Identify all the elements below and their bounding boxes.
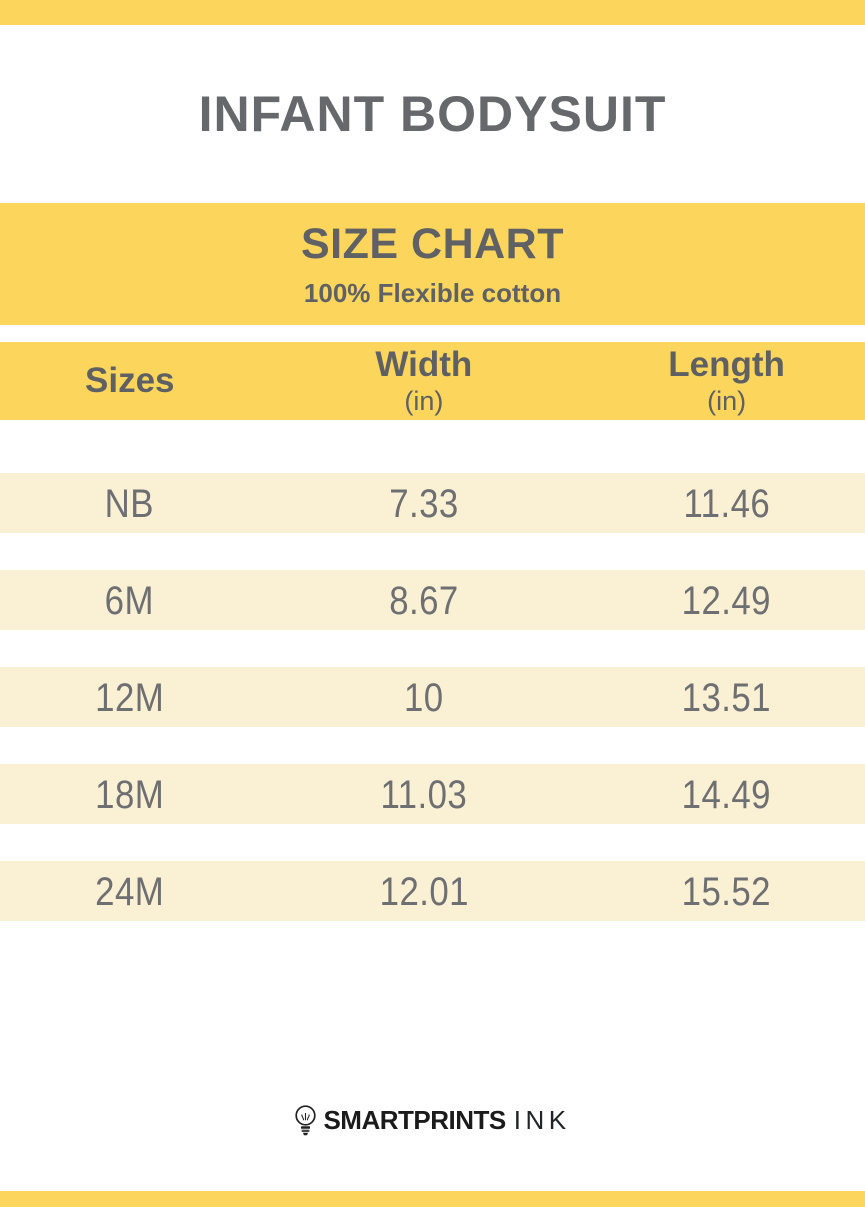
table-header-row: Sizes Width (in) Length (in)	[0, 342, 865, 420]
brand-footer: SMARTPRINTS INK	[0, 1104, 865, 1136]
column-unit-length: (in)	[707, 385, 747, 416]
size-value: NB	[105, 482, 155, 526]
size-cell: NB	[0, 482, 260, 524]
width-value: 11.03	[380, 773, 468, 817]
length-cell: 13.51	[588, 676, 865, 718]
size-chart-banner: SIZE CHART 100% Flexible cotton	[0, 203, 865, 325]
width-cell: 11.03	[260, 773, 589, 815]
width-cell: 10	[260, 676, 589, 718]
column-unit-width: (in)	[404, 385, 444, 416]
size-cell: 12M	[0, 676, 260, 718]
width-value: 7.33	[389, 482, 459, 526]
width-cell: 8.67	[260, 579, 589, 621]
column-label-sizes: Sizes	[85, 360, 175, 400]
width-value: 10	[404, 676, 444, 720]
width-value: 12.01	[379, 870, 469, 914]
length-cell: 11.46	[588, 482, 865, 524]
column-header-width: Width (in)	[260, 342, 589, 420]
table-body: NB 7.33 11.46 6M 8.67 12.49 12M 10 13.51…	[0, 473, 865, 958]
table-row-24m: 24M 12.01 15.52	[0, 861, 865, 921]
table-row-12m: 12M 10 13.51	[0, 667, 865, 727]
length-cell: 14.49	[588, 773, 865, 815]
top-accent-bar	[0, 0, 865, 25]
banner-subtitle: 100% Flexible cotton	[303, 277, 562, 308]
page-title: INFANT BODYSUIT	[198, 86, 667, 142]
column-label-length: Length	[668, 345, 785, 385]
size-cell: 6M	[0, 579, 260, 621]
brand-name-bold: SMARTPRINTS	[323, 1105, 506, 1135]
size-value: 18M	[95, 773, 165, 817]
size-value: 6M	[105, 579, 155, 623]
column-label-width: Width	[375, 345, 473, 385]
length-value: 13.51	[681, 676, 772, 720]
length-value: 15.52	[681, 870, 772, 914]
table-row-18m: 18M 11.03 14.49	[0, 764, 865, 824]
length-value: 14.49	[681, 773, 772, 817]
width-cell: 12.01	[260, 870, 589, 912]
size-cell: 18M	[0, 773, 260, 815]
brand-name-light: INK	[513, 1105, 571, 1135]
length-value: 11.46	[683, 482, 770, 526]
length-cell: 12.49	[588, 579, 865, 621]
size-value: 12M	[95, 676, 165, 720]
width-value: 8.67	[389, 579, 459, 623]
length-value: 12.49	[681, 579, 772, 623]
column-header-length: Length (in)	[588, 342, 865, 420]
table-row-6m: 6M 8.67 12.49	[0, 570, 865, 630]
width-cell: 7.33	[260, 482, 589, 524]
size-cell: 24M	[0, 870, 260, 912]
table-row-nb: NB 7.33 11.46	[0, 473, 865, 533]
bottom-accent-bar	[0, 1191, 865, 1207]
lightbulb-icon	[295, 1104, 317, 1135]
banner-title: SIZE CHART	[301, 219, 564, 268]
size-value: 24M	[95, 870, 165, 914]
column-header-sizes: Sizes	[0, 342, 260, 420]
length-cell: 15.52	[588, 870, 865, 912]
